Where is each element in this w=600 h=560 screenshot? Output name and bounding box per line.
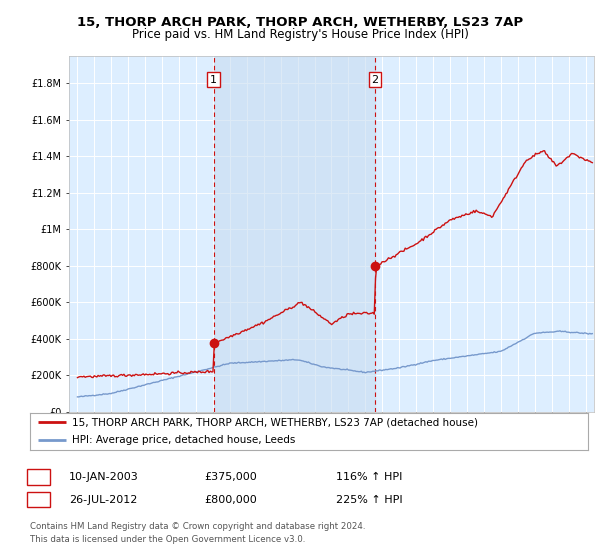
Text: 15, THORP ARCH PARK, THORP ARCH, WETHERBY, LS23 7AP (detached house): 15, THORP ARCH PARK, THORP ARCH, WETHERB…	[72, 417, 478, 427]
Text: 2: 2	[371, 74, 379, 85]
Text: 2: 2	[35, 493, 42, 506]
Text: 15, THORP ARCH PARK, THORP ARCH, WETHERBY, LS23 7AP: 15, THORP ARCH PARK, THORP ARCH, WETHERB…	[77, 16, 523, 29]
Text: 1: 1	[35, 470, 42, 484]
Text: This data is licensed under the Open Government Licence v3.0.: This data is licensed under the Open Gov…	[30, 535, 305, 544]
Text: 1: 1	[210, 74, 217, 85]
Text: 10-JAN-2003: 10-JAN-2003	[69, 472, 139, 482]
Bar	[214, 56, 375, 412]
Text: Contains HM Land Registry data © Crown copyright and database right 2024.: Contains HM Land Registry data © Crown c…	[30, 522, 365, 531]
Text: HPI: Average price, detached house, Leeds: HPI: Average price, detached house, Leed…	[72, 435, 295, 445]
Text: Price paid vs. HM Land Registry's House Price Index (HPI): Price paid vs. HM Land Registry's House …	[131, 28, 469, 41]
Text: 116% ↑ HPI: 116% ↑ HPI	[336, 472, 403, 482]
Text: 26-JUL-2012: 26-JUL-2012	[69, 494, 137, 505]
Text: £375,000: £375,000	[204, 472, 257, 482]
Text: £800,000: £800,000	[204, 494, 257, 505]
Text: 225% ↑ HPI: 225% ↑ HPI	[336, 494, 403, 505]
